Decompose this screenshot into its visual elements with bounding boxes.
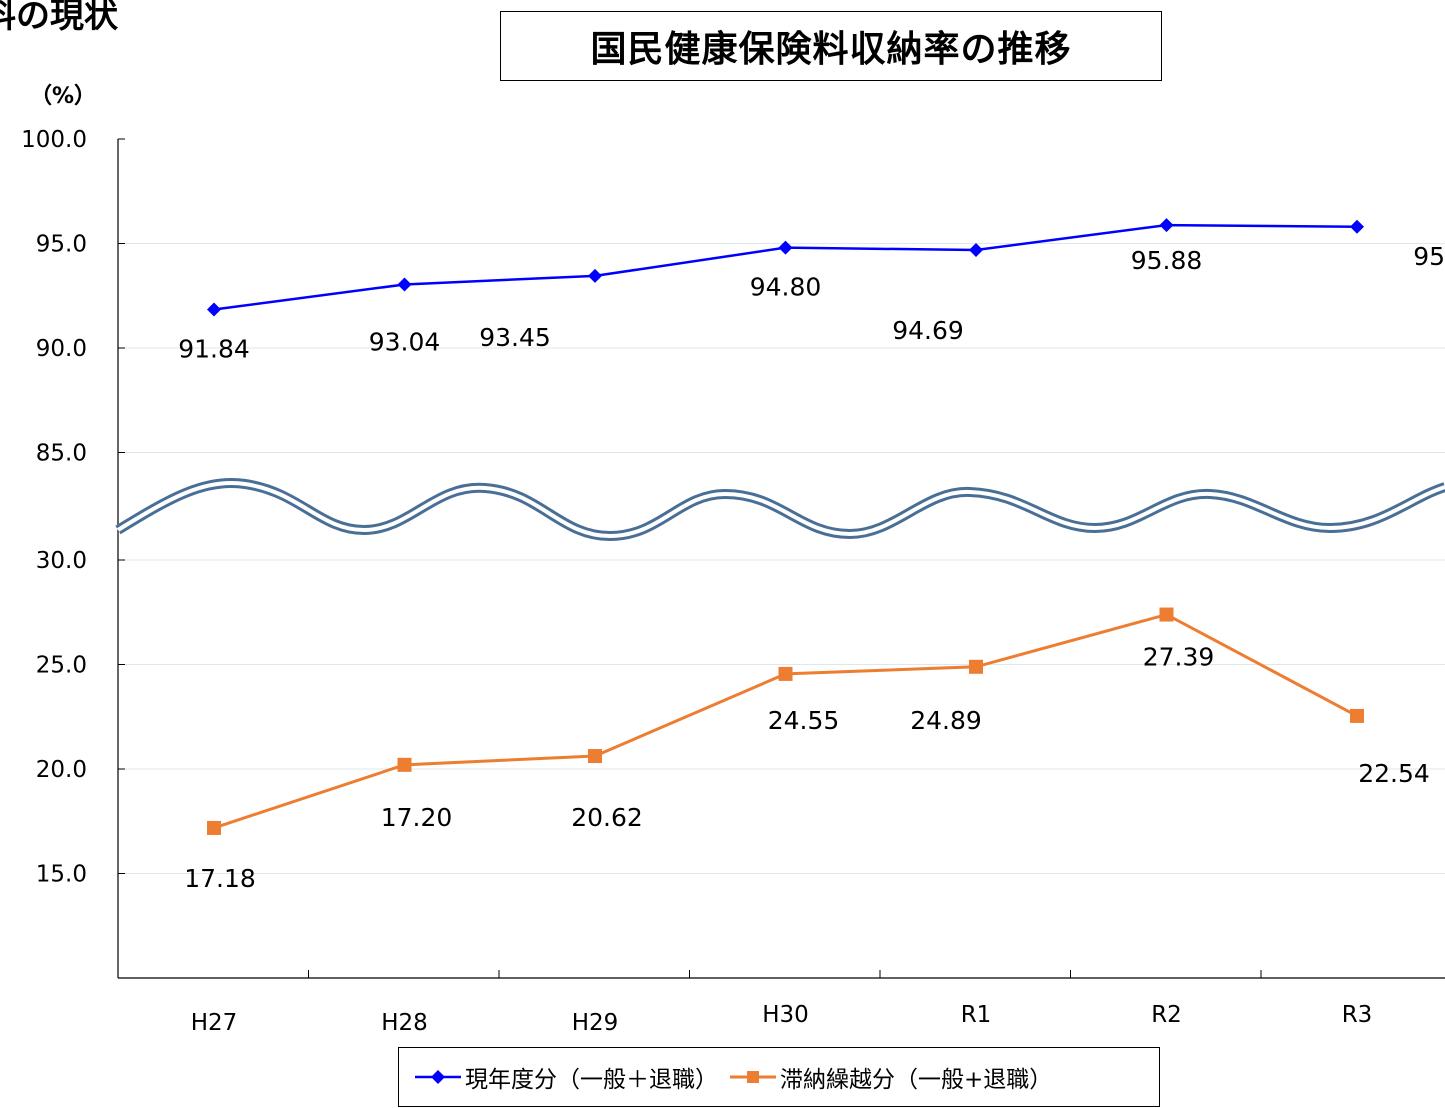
data-point-diamond xyxy=(778,240,793,255)
gridlines xyxy=(118,243,1445,874)
data-point-square xyxy=(588,749,602,764)
legend-diamond-line-icon xyxy=(415,1070,461,1084)
axis-break-wave xyxy=(115,478,1445,542)
x-tick-label: R2 xyxy=(1151,1002,1182,1028)
data-label: 24.89 xyxy=(910,706,982,735)
y-tick-label: 30.0 xyxy=(36,548,87,574)
y-axis-unit-label: （%） xyxy=(30,84,97,109)
y-tick-label: 15.0 xyxy=(36,862,87,888)
data-point-diamond xyxy=(588,268,602,283)
y-tick-label: 25.0 xyxy=(36,653,87,679)
data-point-square xyxy=(778,666,793,681)
data-label: 93.45 xyxy=(479,323,551,352)
data-series xyxy=(207,218,1364,835)
data-point-square xyxy=(397,757,412,772)
x-tick-label: R3 xyxy=(1342,1002,1373,1028)
x-tick-label: H29 xyxy=(572,1010,619,1036)
y-tick-label: 95.0 xyxy=(36,232,87,258)
y-tick-label: 20.0 xyxy=(36,757,87,783)
data-label: 93.04 xyxy=(369,327,441,356)
data-point-diamond xyxy=(1350,219,1364,234)
x-tick-labels: H27 H28 H29 H30 R1 R2 R3 xyxy=(191,1002,1373,1036)
data-label: 95.88 xyxy=(1131,246,1203,275)
data-point-diamond xyxy=(207,302,221,317)
y-tick-label: 85.0 xyxy=(36,441,87,467)
y-tick-label: 100.0 xyxy=(21,127,87,153)
data-label: 94.80 xyxy=(750,273,822,302)
break-wave-inner xyxy=(116,481,1445,539)
legend-square-line-icon xyxy=(730,1071,776,1083)
data-label: 17.18 xyxy=(184,864,256,893)
data-label: 95.80 xyxy=(1413,242,1445,271)
data-label: 24.55 xyxy=(768,706,840,735)
data-point-diamond xyxy=(1159,218,1174,233)
data-point-square xyxy=(207,820,221,835)
data-point-square xyxy=(969,659,983,674)
data-point-diamond xyxy=(969,242,983,257)
data-labels: 91.84 93.04 93.45 94.80 94.69 95.88 95.80 17.18… xyxy=(178,242,1445,893)
legend-label-arrears: 滞納繰越分（一般+退職） xyxy=(780,1067,1053,1093)
x-tick-label: H28 xyxy=(381,1010,428,1036)
chart-title: 国民健康保険料収納率の推移 xyxy=(500,11,1162,81)
legend-item-current-year: 現年度分（一般＋退職） xyxy=(413,1060,718,1094)
data-point-diamond xyxy=(397,277,412,292)
data-label: 17.20 xyxy=(381,803,453,832)
legend-item-arrears: 滞納繰越分（一般+退職） xyxy=(728,1060,1052,1094)
data-point-square xyxy=(1159,607,1174,622)
data-label: 94.69 xyxy=(892,316,964,345)
x-tick-label: H27 xyxy=(191,1010,238,1036)
data-label: 91.84 xyxy=(178,335,250,364)
data-label: 22.54 xyxy=(1358,759,1430,788)
y-tick-label: 90.0 xyxy=(36,336,87,362)
data-label: 27.39 xyxy=(1143,643,1215,672)
y-tick-labels: 100.0 95.0 90.0 85.0 30.0 25.0 20.0 15.0 xyxy=(21,127,87,888)
axes xyxy=(117,138,1445,979)
x-tick-label: R1 xyxy=(961,1002,992,1028)
page-heading: 険料の現状 xyxy=(0,0,118,36)
legend: 現年度分（一般＋退職） 滞納繰越分（一般+退職） xyxy=(398,1047,1160,1107)
data-label: 20.62 xyxy=(571,803,643,832)
x-tick-label: H30 xyxy=(762,1002,809,1028)
data-point-square xyxy=(1350,708,1364,723)
legend-label-current-year: 現年度分（一般＋退職） xyxy=(465,1067,718,1093)
